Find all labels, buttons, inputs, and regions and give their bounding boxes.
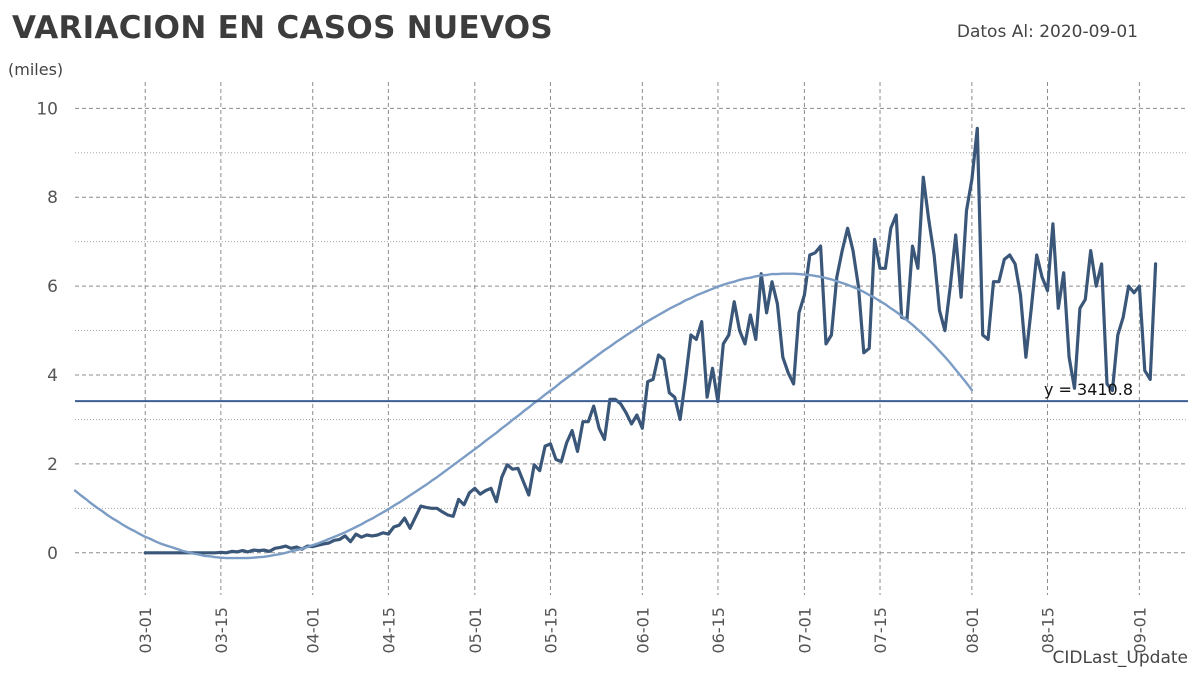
y-unit-label: (miles)	[8, 60, 64, 79]
data-date-label: Datos Al: 2020-09-01	[956, 22, 1138, 42]
y-tick-label: 0	[47, 544, 58, 564]
y-tick-label: 2	[47, 455, 58, 475]
daily-cases-line	[143, 126, 1158, 555]
chart-title: VARIACION EN CASOS NUEVOS	[12, 10, 554, 46]
mean-line-label: y = 3410.8	[1044, 380, 1133, 399]
x-tick-label: 06-01	[633, 607, 652, 654]
x-tick-label: 07-15	[871, 607, 890, 654]
x-tick-label: 04-15	[379, 607, 398, 654]
footer-label: CIDLast_Update	[1052, 648, 1188, 668]
x-tick-label: 05-01	[466, 607, 485, 654]
series-lines	[73, 126, 1158, 560]
x-tick-label: 08-15	[1039, 607, 1058, 654]
x-tick-label: 08-01	[963, 607, 982, 654]
y-tick-label: 8	[47, 188, 58, 208]
x-tick-label: 05-15	[541, 607, 560, 654]
x-tick-label: 04-01	[304, 607, 323, 654]
y-tick-label: 6	[47, 277, 58, 297]
grid-lines	[75, 82, 1188, 595]
y-axis-ticks: 0 2 4 6 8 10	[36, 99, 58, 563]
x-tick-label: 03-15	[212, 607, 231, 654]
x-tick-label: 03-01	[136, 607, 155, 654]
x-axis-ticks: 03-01 03-15 04-01 04-15 05-01 05-15 06-01 06-15…	[136, 607, 1149, 654]
annotations: y = 3410.8	[75, 380, 1188, 403]
y-tick-label: 4	[47, 366, 58, 386]
trend-line	[73, 272, 974, 560]
x-tick-label: 06-15	[709, 607, 728, 654]
y-tick-label: 10	[36, 99, 58, 119]
x-tick-label: 09-01	[1130, 607, 1149, 654]
x-tick-label: 07-01	[795, 607, 814, 654]
